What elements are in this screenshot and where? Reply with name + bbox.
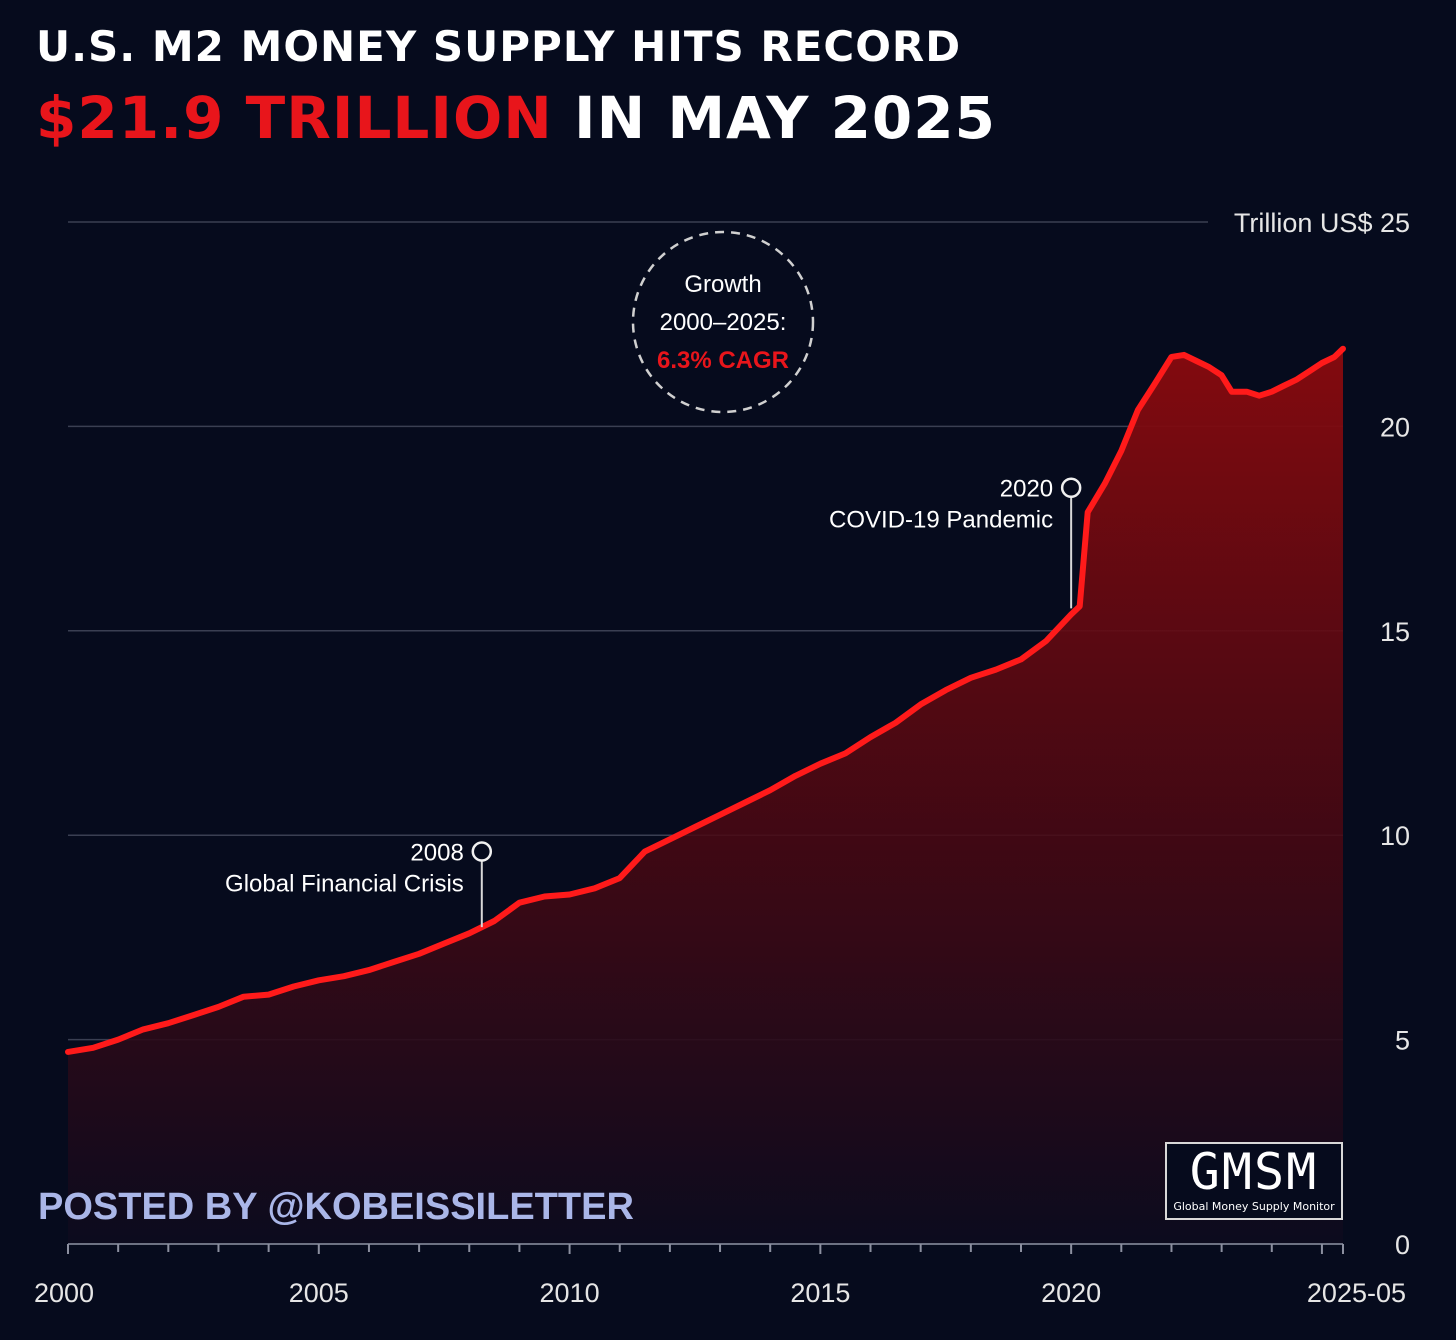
x-tick-label-2015: 2015 <box>790 1278 850 1308</box>
growth-callout: Growth 2000–2025: 6.3% CAGR <box>631 230 815 414</box>
subtitle-highlight: $21.9 TRILLION <box>36 84 553 152</box>
annotations: 2008 Global Financial Crisis 2020 COVID-19 … <box>225 476 1082 928</box>
y-tick-label-20: 20 <box>1380 412 1410 442</box>
callout-line2: 2000–2025: <box>660 309 787 336</box>
y-tick-label-25: Trillion US$ 25 <box>1234 208 1410 238</box>
callout-dashed-circle <box>631 230 815 414</box>
chart-subtitle: $21.9 TRILLION IN MAY 2025 <box>36 84 996 152</box>
posted-by-credit: POSTED BY @KOBEISSILETTER <box>38 1186 634 1228</box>
annotation-year-2020: 2020 <box>1000 476 1053 503</box>
series-line <box>65 345 1346 1055</box>
x-tick-label-2000: 2000 <box>34 1278 94 1308</box>
annotation-year-2008: 2008 <box>410 840 463 867</box>
logo-wordmark: GMSM <box>1189 1143 1319 1201</box>
m2-line <box>65 345 1346 1055</box>
logo-subtitle: Global Money Supply Monitor <box>1173 1200 1335 1213</box>
gmsm-logo: GMSM Global Money Supply Monitor <box>1165 1142 1343 1220</box>
m2-area-fill <box>68 348 1343 1244</box>
annotation-marker-2020 <box>1060 477 1082 498</box>
callout-cagr: 6.3% CAGR <box>657 347 789 374</box>
x-axis-ticks: 2000 2005 2010 2015 2020 2025-05 <box>34 1278 1406 1308</box>
y-tick-label-5: 5 <box>1395 1026 1410 1056</box>
series-area <box>68 348 1343 1244</box>
x-tick-label-2010: 2010 <box>540 1278 600 1308</box>
annotation-label-2020: COVID-19 Pandemic <box>829 507 1053 534</box>
annotation-marker-2008 <box>471 841 493 862</box>
subtitle-rest: IN MAY 2025 <box>574 84 996 152</box>
y-tick-label-15: 15 <box>1380 617 1410 647</box>
chart-title: U.S. M2 MONEY SUPPLY HITS RECORD <box>36 22 962 71</box>
y-tick-label-10: 10 <box>1380 821 1410 851</box>
y-tick-label-0: 0 <box>1395 1230 1410 1260</box>
callout-line1: Growth <box>684 271 761 298</box>
x-tick-label-2025-05: 2025-05 <box>1307 1278 1406 1308</box>
x-tick-label-2020: 2020 <box>1041 1278 1101 1308</box>
x-tick-label-2005: 2005 <box>289 1278 349 1308</box>
x-axis <box>67 1243 1344 1254</box>
y-axis-ticks: 0 5 10 15 20 Trillion US$ 25 <box>1234 208 1410 1260</box>
annotation-label-2008: Global Financial Crisis <box>225 871 464 898</box>
